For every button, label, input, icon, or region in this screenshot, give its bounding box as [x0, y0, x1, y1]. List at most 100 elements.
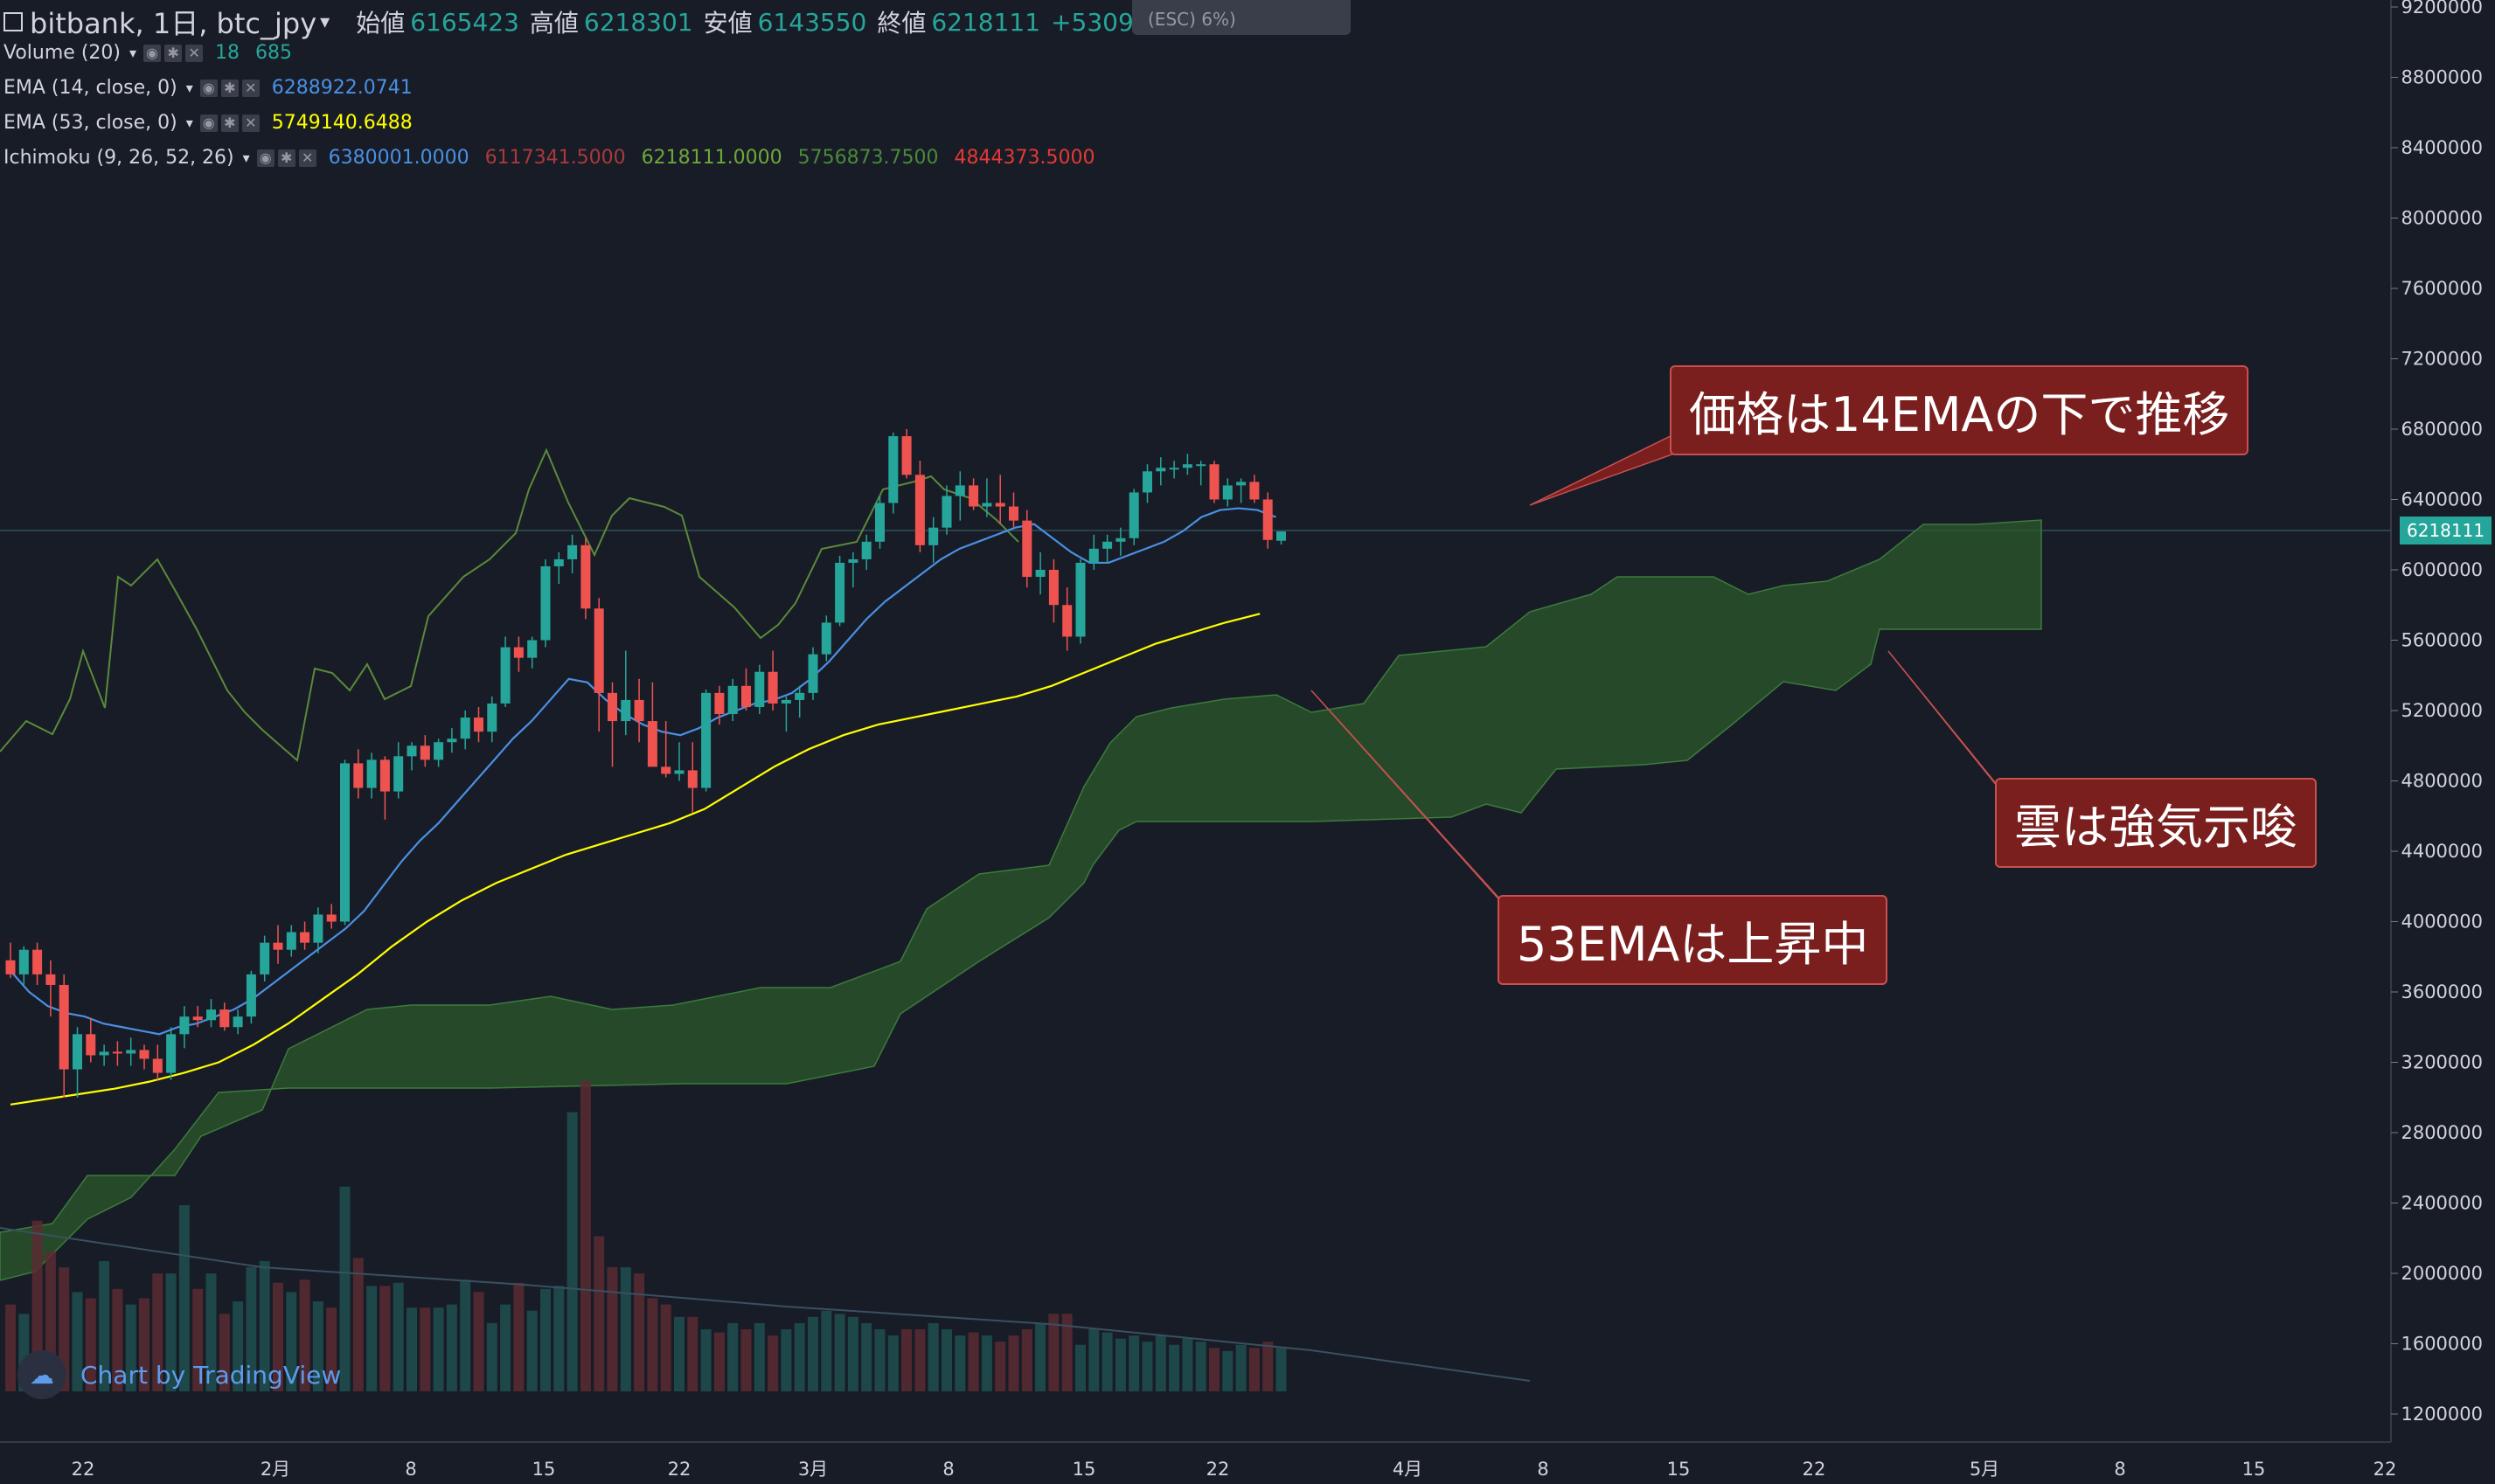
candle-body [580, 544, 591, 609]
candle-body [260, 942, 270, 974]
y-tick-label: 6800000 [2401, 419, 2483, 440]
volume-bar [366, 1286, 378, 1391]
gear-icon[interactable]: ✱ [277, 149, 295, 167]
volume-bar [460, 1279, 471, 1391]
indicator-label: Volume (20) [3, 42, 121, 64]
volume-bar [1115, 1338, 1126, 1391]
volume-bar [1021, 1329, 1032, 1391]
gear-icon[interactable]: ✱ [164, 44, 183, 62]
indicator-label: EMA (53, close, 0) [3, 112, 177, 134]
chevron-down-icon[interactable]: ▾ [320, 10, 330, 33]
volume-bar [286, 1292, 297, 1391]
esc-hint[interactable]: (ESC) 6%) [1132, 0, 1351, 35]
volume-bar [740, 1329, 752, 1391]
candle-body [768, 671, 778, 704]
eye-icon[interactable]: ◉ [199, 79, 218, 97]
volume-bar [433, 1307, 444, 1391]
volume-bar [1035, 1322, 1046, 1391]
volume-bar [713, 1332, 725, 1391]
volume-bar [165, 1273, 177, 1391]
candle-body [1196, 464, 1206, 467]
candle-body [1262, 499, 1273, 540]
candle-body [608, 692, 617, 722]
high-value: 6218301 [583, 7, 693, 37]
candle-body [928, 527, 939, 545]
close-icon[interactable]: ✕ [185, 44, 204, 62]
collapse-icon[interactable] [3, 12, 23, 31]
candle-body [447, 739, 457, 743]
open-value: 6165423 [410, 7, 519, 37]
indicator-ichimoku[interactable]: Ichimoku (9, 26, 52, 26) ▾ ◉ ✱ ✕ 6380001.0… [3, 147, 1111, 169]
esc-hint-label: (ESC) [1148, 9, 1196, 30]
close-value: 6218111 [931, 7, 1041, 37]
candle-body [513, 647, 524, 658]
x-tick-label: 22 [668, 1459, 692, 1480]
indicator-controls: ◉ ✱ ✕ [199, 114, 260, 132]
volume-bar [781, 1329, 792, 1391]
open-label: 始値 [356, 9, 406, 38]
chevron-down-icon[interactable]: ▾ [185, 80, 193, 96]
candle-body [420, 745, 430, 760]
volume-bar [874, 1329, 886, 1391]
candle-body [861, 541, 872, 559]
close-icon[interactable]: ✕ [241, 114, 260, 132]
volume-bar [326, 1307, 337, 1391]
volume-bar [1275, 1348, 1287, 1391]
candle-body [86, 1034, 96, 1056]
x-tick-label: 22 [2373, 1459, 2397, 1480]
y-tick-label: 2400000 [2401, 1193, 2483, 1214]
volume-bar [72, 1292, 83, 1391]
indicator-ema14[interactable]: EMA (14, close, 0) ▾ ◉ ✱ ✕ 6288922.0741 [3, 77, 428, 99]
volume-bar [942, 1329, 952, 1391]
candle-body [353, 763, 364, 788]
volume-bar [139, 1298, 149, 1391]
candle-body [460, 718, 470, 739]
volume-bar [219, 1314, 230, 1391]
tradingview-watermark[interactable]: ☁ Chart by TradingView [17, 1350, 341, 1399]
indicator-ema53[interactable]: EMA (53, close, 0) ▾ ◉ ✱ ✕ 5749140.6488 [3, 112, 428, 134]
indicator-volume[interactable]: Volume (20) ▾ ◉ ✱ ✕ 18 685 [3, 42, 308, 64]
candle-body [888, 436, 899, 503]
volume-bar [821, 1310, 832, 1391]
candle-body [848, 558, 858, 563]
volume-bar [446, 1304, 457, 1391]
close-icon[interactable]: ✕ [241, 79, 260, 97]
x-tick-label: 8 [1537, 1459, 1548, 1480]
y-tick-label: 8000000 [2401, 208, 2483, 229]
y-tick-label: 6400000 [2401, 489, 2483, 510]
candle-body [32, 949, 43, 974]
volume-bar [352, 1258, 364, 1391]
volume-bar [1248, 1348, 1260, 1391]
candle-body [1276, 531, 1286, 541]
candle-body [901, 436, 912, 475]
chevron-down-icon[interactable]: ▾ [242, 149, 250, 166]
candle-body [179, 1016, 190, 1035]
gear-icon[interactable]: ✱ [220, 79, 239, 97]
volume-bar [794, 1322, 805, 1391]
candle-body [59, 984, 69, 1070]
y-tick-label: 4000000 [2401, 912, 2483, 933]
candle-body [1182, 464, 1192, 468]
eye-icon[interactable]: ◉ [143, 44, 162, 62]
gear-icon[interactable]: ✱ [220, 114, 239, 132]
volume-bar [1102, 1332, 1113, 1391]
candle-body [233, 1016, 243, 1028]
candle-body [1022, 520, 1032, 578]
close-label: 終値 [877, 9, 927, 38]
volume-bar [580, 1081, 591, 1391]
eye-icon[interactable]: ◉ [256, 149, 275, 167]
close-icon[interactable]: ✕ [298, 149, 316, 167]
candle-body [139, 1050, 149, 1059]
symbol-title[interactable]: bitbank, 1日, btc_jpy [30, 7, 317, 40]
high-label: 高値 [529, 9, 579, 38]
volume-bar [1155, 1335, 1166, 1391]
eye-icon[interactable]: ◉ [199, 114, 218, 132]
chevron-down-icon[interactable]: ▾ [129, 45, 137, 61]
candle-body [300, 932, 310, 943]
candle-body [273, 942, 283, 950]
candle-body [407, 745, 417, 757]
volume-bar [901, 1329, 913, 1391]
chevron-down-icon[interactable]: ▾ [185, 114, 193, 131]
volume-bar [31, 1220, 43, 1391]
